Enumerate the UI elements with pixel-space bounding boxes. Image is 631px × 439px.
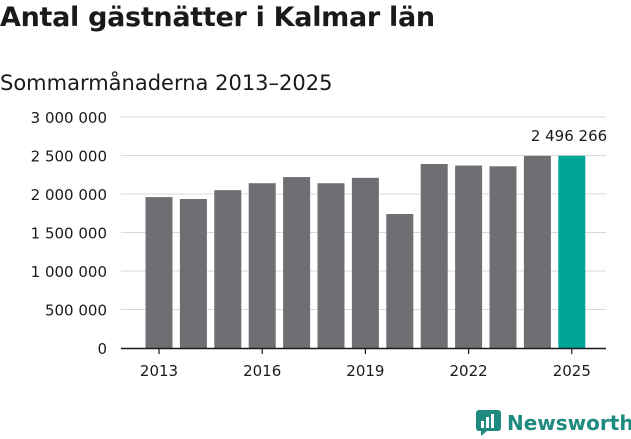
bar-2019 xyxy=(351,177,379,348)
x-tick-label: 2013 xyxy=(140,362,178,380)
y-tick-label: 3 000 000 xyxy=(31,109,107,127)
y-tick-label: 1 000 000 xyxy=(31,263,107,281)
bar-2018 xyxy=(317,183,345,348)
bar-2022 xyxy=(455,165,483,348)
brand-name: Newsworthy xyxy=(507,411,631,435)
bar-2025 xyxy=(558,155,586,348)
y-tick-label: 2 500 000 xyxy=(31,148,107,166)
bar-2015 xyxy=(214,190,242,348)
bar-2013 xyxy=(145,197,173,348)
x-tick-label: 2019 xyxy=(346,362,384,380)
chart-title: Antal gästnätter i Kalmar län xyxy=(0,2,435,33)
bar-2021 xyxy=(420,163,448,348)
bar-2017 xyxy=(283,177,311,348)
bar-2024 xyxy=(523,155,551,348)
y-tick-labels: 0 500 000 1 000 000 1 500 000 2 000 000 2 500… xyxy=(31,109,107,358)
value-annotation: 2 496 266 xyxy=(531,127,607,145)
chart-subtitle: Sommarmånaderna 2013–2025 xyxy=(0,71,333,95)
y-tick-label: 0 xyxy=(97,340,107,358)
newsworthy-logo: Newsworthy xyxy=(475,408,631,438)
y-tick-label: 500 000 xyxy=(45,302,107,320)
x-tick-label: 2016 xyxy=(243,362,281,380)
y-tick-label: 1 500 000 xyxy=(31,225,107,243)
bar-2023 xyxy=(489,166,517,348)
x-tick-labels: 2013 2016 2019 2022 2025 xyxy=(140,348,591,380)
bar-chart-speech-icon xyxy=(476,410,501,436)
y-tick-label: 2 000 000 xyxy=(31,186,107,204)
bar-2020 xyxy=(386,214,414,348)
bar-2016 xyxy=(248,183,276,348)
x-tick-label: 2025 xyxy=(553,362,591,380)
bar-2014 xyxy=(179,199,207,348)
x-tick-label: 2022 xyxy=(450,362,488,380)
bars xyxy=(145,155,586,348)
